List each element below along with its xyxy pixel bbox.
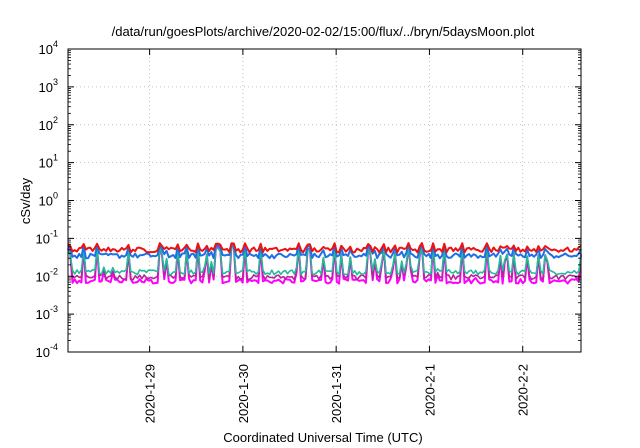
y-axis-label: cSv/day xyxy=(18,177,33,224)
y-axis-ticks: 10-4 10-3 10-2 10-1 100 101 102 103 104 xyxy=(36,39,581,360)
series-line xyxy=(67,242,582,254)
grid-lines xyxy=(68,49,581,352)
y-tick-label: 10-3 xyxy=(36,304,58,322)
y-tick-label: 100 xyxy=(39,191,58,209)
y-tick-label: 101 xyxy=(39,153,58,171)
x-tick-label: 2020-2-1 xyxy=(422,364,437,416)
chart-title: /data/run/goesPlots/archive/2020-02-02/1… xyxy=(112,24,535,39)
x-tick-label: 2020-2-2 xyxy=(516,364,531,416)
series-line xyxy=(67,246,582,276)
x-tick-label: 2020-1-29 xyxy=(143,364,158,423)
y-tick-label: 10-2 xyxy=(36,266,58,284)
x-axis-ticks: 2020-1-29 2020-1-30 2020-1-31 2020-2-1 2020-… xyxy=(143,49,531,423)
x-tick-label: 2020-1-31 xyxy=(329,364,344,423)
series-group xyxy=(67,242,582,285)
x-axis-label: Coordinated Universal Time (UTC) xyxy=(223,430,422,445)
x-tick-label: 2020-1-30 xyxy=(236,364,251,423)
series-line xyxy=(67,243,582,260)
y-tick-label: 102 xyxy=(39,115,58,133)
y-tick-label: 10-4 xyxy=(36,342,58,360)
y-tick-label: 104 xyxy=(39,39,58,57)
y-tick-label: 10-1 xyxy=(36,228,58,246)
y-tick-label: 103 xyxy=(39,77,58,95)
